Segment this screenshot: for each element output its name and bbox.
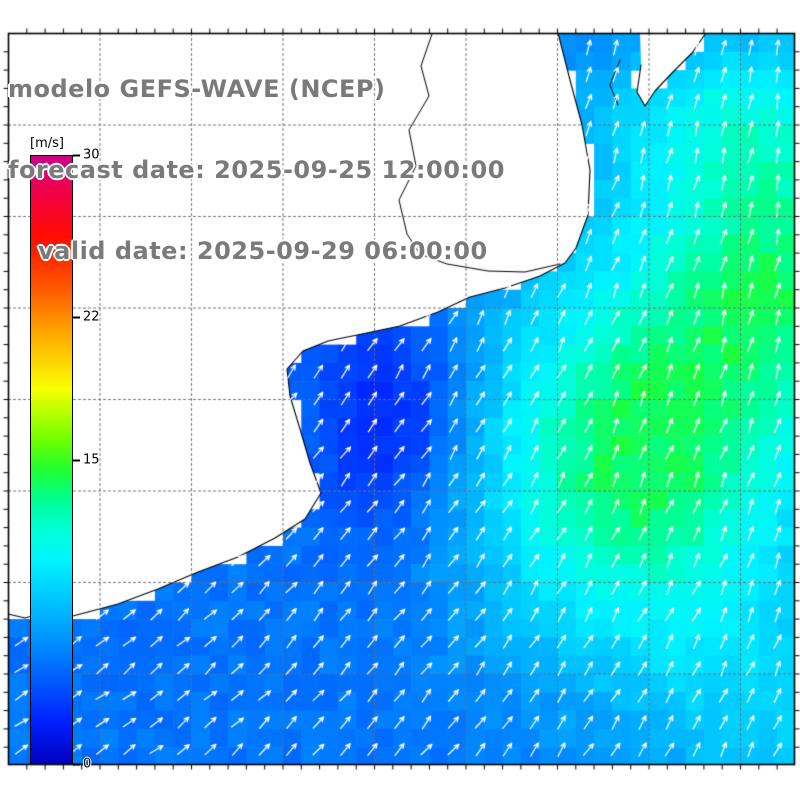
forecast-date-line: forecast date: 2025-09-25 12:00:00 (8, 156, 505, 184)
title-block: modelo GEFS-WAVE (NCEP) forecast date: 2… (8, 22, 505, 319)
tick-mark-icon (73, 459, 80, 461)
colorbar-unit-label: [m/s] (30, 136, 64, 151)
colorbar-tick-label: 0 (83, 756, 92, 772)
colorbar-tick-label: 22 (83, 309, 100, 325)
colorbar-tick-15: 15 (73, 453, 100, 468)
tick-mark-icon (73, 316, 80, 318)
valid-date-line: valid date: 2025-09-29 06:00:00 (38, 237, 488, 265)
tick-mark-icon (73, 763, 80, 765)
colorbar-tick-30: 30 (73, 148, 100, 163)
colorbar-tick-label: 15 (83, 452, 100, 468)
colorbar-gradient (30, 155, 73, 764)
colorbar-tick-0: 0 (73, 757, 91, 772)
colorbar: [m/s] 30 22 15 0 (30, 136, 140, 781)
model-title: modelo GEFS-WAVE (NCEP) (8, 75, 386, 103)
colorbar-tick-22: 22 (73, 310, 100, 325)
colorbar-tick-label: 30 (83, 147, 100, 163)
tick-mark-icon (73, 154, 80, 156)
